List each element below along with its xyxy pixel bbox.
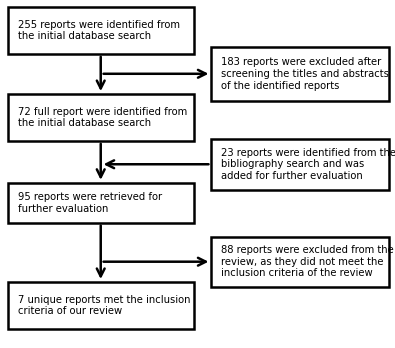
Text: 255 reports were identified from
the initial database search: 255 reports were identified from the ini…	[18, 19, 180, 41]
Text: 23 reports were identified from the
bibliography search and was
added for furthe: 23 reports were identified from the bibl…	[221, 148, 395, 181]
FancyBboxPatch shape	[8, 183, 194, 223]
Text: 88 reports were excluded from the
review, as they did not meet the
inclusion cri: 88 reports were excluded from the review…	[221, 245, 394, 278]
FancyBboxPatch shape	[211, 237, 389, 287]
FancyBboxPatch shape	[8, 7, 194, 54]
FancyBboxPatch shape	[8, 282, 194, 329]
Text: 95 reports were retrieved for
further evaluation: 95 reports were retrieved for further ev…	[18, 192, 162, 214]
FancyBboxPatch shape	[8, 94, 194, 141]
FancyBboxPatch shape	[211, 139, 389, 190]
FancyBboxPatch shape	[211, 47, 389, 101]
Text: 72 full report were identified from
the initial database search: 72 full report were identified from the …	[18, 106, 187, 128]
Text: 7 unique reports met the inclusion
criteria of our review: 7 unique reports met the inclusion crite…	[18, 294, 190, 316]
Text: 183 reports were excluded after
screening the titles and abstracts
of the identi: 183 reports were excluded after screenin…	[221, 57, 389, 90]
